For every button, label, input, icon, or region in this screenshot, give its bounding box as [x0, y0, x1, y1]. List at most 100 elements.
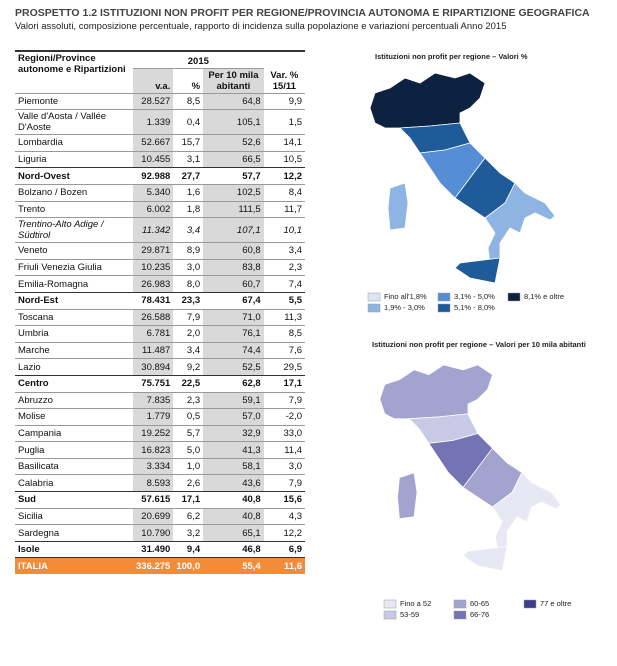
table-cell: 11.342 — [133, 217, 174, 243]
legend-swatch — [383, 610, 397, 620]
legend-label: 1,9% - 3,0% — [384, 303, 425, 312]
table-cell: 4,3 — [263, 507, 305, 525]
region — [397, 472, 418, 520]
table-row: Isole 31.490 9,4 46,8 6,9 — [15, 540, 305, 558]
table-cell: 7,9 — [173, 308, 204, 326]
legend-label: 77 e oltre — [540, 599, 571, 608]
table-cell: Calabria — [15, 474, 133, 492]
table-cell: 43,6 — [203, 474, 264, 492]
region — [484, 182, 556, 264]
region — [491, 472, 562, 552]
table-cell: Nord-Ovest — [15, 167, 133, 185]
region — [387, 182, 409, 231]
table-row: Nord-Ovest 92.988 27,7 57,7 12,2 — [15, 167, 305, 185]
table-cell: 5.340 — [133, 183, 174, 202]
table-cell: 33,0 — [263, 424, 305, 442]
table-cell: 1,5 — [263, 109, 305, 135]
table-cell: 105,1 — [203, 109, 264, 135]
table-cell: 0,5 — [173, 408, 204, 426]
table-cell: 3,1 — [173, 150, 204, 168]
legend-swatch — [383, 599, 397, 609]
table-row: Trentino-Alto Adige / Südtirol 11.342 3,4 1… — [15, 217, 305, 243]
table-cell: 2,3 — [263, 258, 305, 276]
table-cell: 5,0 — [173, 441, 204, 459]
table-cell: 12,2 — [263, 524, 305, 542]
table-row: Abruzzo 7.835 2,3 59,1 7,9 — [15, 391, 305, 409]
table-cell: Umbria — [15, 325, 133, 343]
table-cell: Sud — [15, 491, 133, 509]
table-cell: 2,6 — [173, 474, 204, 492]
table-cell: 5,7 — [173, 424, 204, 442]
table-row: Emilia-Romagna 26.983 8,0 60,7 7,4 — [15, 275, 305, 293]
subtitle: Valori assoluti, composizione percentual… — [15, 21, 507, 32]
table-cell: 10,5 — [263, 150, 305, 168]
legend-swatch — [437, 303, 451, 313]
table-cell: 3,0 — [173, 258, 204, 276]
table-cell: 3,4 — [263, 242, 305, 260]
legend-label: 53-59 — [400, 610, 419, 619]
map-title: Istituzioni non profit per regione – Val… — [375, 52, 528, 61]
table-cell: 7,9 — [263, 474, 305, 492]
table-cell: Bolzano / Bozen — [15, 183, 133, 202]
table-cell: Valle d'Aosta / Vallée D'Aoste — [15, 109, 133, 135]
table-row: ITALIA 336.275 100,0 55,4 11,6 — [15, 557, 305, 575]
table-cell: -2,0 — [263, 408, 305, 426]
table-cell: 57,0 — [203, 408, 264, 426]
table-cell: 9,4 — [173, 540, 204, 558]
table-cell: 23,3 — [173, 291, 204, 310]
table-cell: Isole — [15, 540, 133, 558]
table-cell: 3,0 — [263, 457, 305, 475]
table-cell: 1,8 — [173, 200, 204, 218]
table-cell: 8,9 — [173, 242, 204, 260]
table-cell: 8.593 — [133, 474, 174, 492]
table-cell: 16.823 — [133, 441, 174, 459]
table-cell: 1,6 — [173, 183, 204, 202]
table-cell: 336.275 — [133, 557, 174, 575]
table-cell: 67,4 — [203, 291, 264, 310]
table-cell: Trentino-Alto Adige / Südtirol — [15, 217, 133, 243]
table-cell: 2,3 — [173, 391, 204, 409]
data-table: Regioni/Province autonome e Ripartizioni… — [15, 49, 305, 575]
table-cell: 8,5 — [173, 92, 204, 110]
legend-label: 5,1% - 8,0% — [454, 303, 495, 312]
table-cell: 6,9 — [263, 540, 305, 558]
table-row: Sicilia 20.699 6,2 40,8 4,3 — [15, 507, 305, 525]
table-row: Umbria 6.781 2,0 76,1 8,5 — [15, 325, 305, 343]
legend-label: 66-76 — [470, 610, 489, 619]
table-cell: 9,9 — [263, 92, 305, 110]
table-cell: 76,1 — [203, 325, 264, 343]
column-header: Per 10 mila abitanti — [203, 67, 264, 94]
table-cell: 1.339 — [133, 109, 174, 135]
legend-swatch — [367, 292, 381, 302]
map — [379, 364, 562, 572]
table-cell: 11,6 — [263, 557, 305, 575]
table-cell: 3,4 — [173, 217, 204, 243]
table-row: Toscana 26.588 7,9 71,0 11,3 — [15, 308, 305, 326]
table-row: Lazio 30.894 9,2 52,5 29,5 — [15, 358, 305, 376]
table-cell: Marche — [15, 341, 133, 359]
table-row: Friuli Venezia Giulia 10.235 3,0 83,8 2,3 — [15, 258, 305, 276]
table-cell: 62,8 — [203, 374, 264, 392]
table-cell: 8,0 — [173, 275, 204, 293]
map-title: Istituzioni non profit per regione – Val… — [372, 340, 586, 349]
table-cell: 52,5 — [203, 358, 264, 376]
legend-label: 3,1% - 5,0% — [454, 292, 495, 301]
table-cell: 32,9 — [203, 424, 264, 442]
table-cell: 7,6 — [263, 341, 305, 359]
table-cell: 2,0 — [173, 325, 204, 343]
legend-label: Fino all'1,8% — [384, 292, 427, 301]
table-cell: 6.002 — [133, 200, 174, 218]
table-cell: 41,3 — [203, 441, 264, 459]
table-cell: 10.455 — [133, 150, 174, 168]
table-cell: Emilia-Romagna — [15, 275, 133, 293]
table-cell: 8,5 — [263, 325, 305, 343]
table-row: Trento 6.002 1,8 111,5 11,7 — [15, 200, 305, 218]
table-cell: 107,1 — [203, 217, 264, 243]
region — [454, 257, 501, 284]
table-cell: 59,1 — [203, 391, 264, 409]
table-cell: Molise — [15, 408, 133, 426]
table-cell: 40,8 — [203, 491, 264, 509]
legend-swatch — [507, 292, 521, 302]
